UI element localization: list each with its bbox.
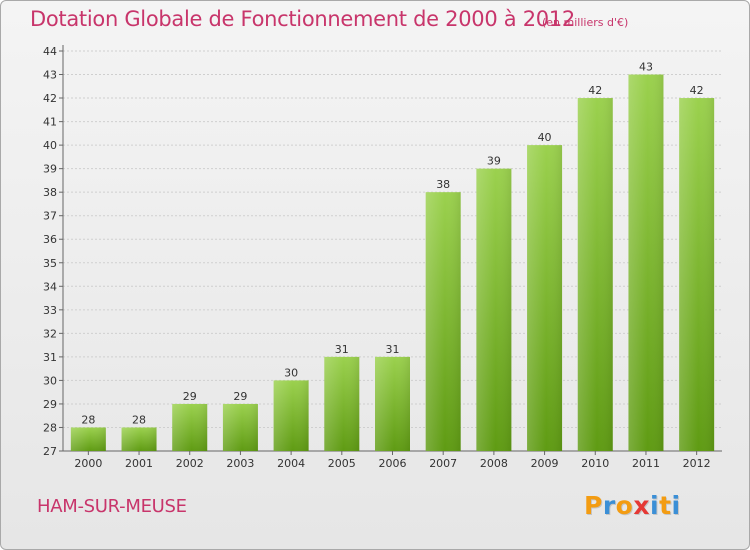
logo-letter: i: [650, 491, 660, 520]
ytick-label: 27: [43, 445, 57, 458]
ytick-label: 37: [43, 210, 57, 223]
data-label-2007: 38: [436, 178, 450, 191]
logo-letter: t: [659, 491, 672, 520]
bar-shine-2007: [425, 192, 461, 452]
data-label-2002: 29: [183, 390, 197, 403]
xtick-label-2007: 2007: [429, 457, 457, 470]
bar-shine-2000: [70, 427, 106, 451]
data-label-2001: 28: [132, 413, 146, 426]
ytick-label: 29: [43, 398, 57, 411]
ytick-label: 43: [43, 69, 57, 82]
commune-name: HAM-SUR-MEUSE: [37, 496, 187, 517]
ytick-label: 31: [43, 351, 57, 364]
proxiti-logo[interactable]: Proxiti: [584, 491, 681, 520]
bar-layer: [70, 74, 715, 452]
ytick-label: 30: [43, 374, 57, 387]
xtick-label-2000: 2000: [74, 457, 102, 470]
logo-letter: r: [602, 491, 616, 520]
xtick-label-2001: 2001: [125, 457, 153, 470]
bar-shine-2006: [375, 356, 410, 451]
chart-title: Dotation Globale de Fonctionnement de 20…: [30, 7, 575, 31]
bar-shine-2008: [476, 168, 512, 451]
bar-shine-2003: [222, 403, 258, 451]
data-label-2012: 42: [690, 84, 704, 97]
bar-shine-2012: [679, 98, 715, 451]
data-label-2000: 28: [81, 413, 95, 426]
data-label-2005: 31: [335, 343, 349, 356]
ytick-label: 32: [43, 327, 57, 340]
data-label-2004: 30: [284, 366, 298, 379]
ytick-label: 33: [43, 304, 57, 317]
logo-letter: P: [584, 491, 603, 520]
ytick-label: 39: [43, 163, 57, 176]
xtick-label-2010: 2010: [581, 457, 609, 470]
xtick-label-2012: 2012: [683, 457, 711, 470]
xtick-label-2002: 2002: [176, 457, 204, 470]
ytick-label: 38: [43, 186, 57, 199]
data-label-2011: 43: [639, 61, 653, 74]
data-label-2010: 42: [588, 84, 602, 97]
ytick-label: 44: [43, 45, 57, 58]
xtick-label-2005: 2005: [328, 457, 356, 470]
ytick-label: 41: [43, 116, 57, 129]
bar-shine-2004: [273, 380, 309, 451]
xtick-label-2008: 2008: [480, 457, 508, 470]
data-label-2008: 39: [487, 155, 501, 168]
bar-shine-2001: [121, 427, 157, 451]
ytick-label: 42: [43, 92, 57, 105]
xtick-label-2011: 2011: [632, 457, 660, 470]
ytick-label: 28: [43, 421, 57, 434]
ytick-label: 35: [43, 257, 57, 270]
xtick-label-2006: 2006: [379, 457, 407, 470]
bar-shine-2009: [527, 145, 563, 451]
ytick-label: 36: [43, 233, 57, 246]
ytick-label: 40: [43, 139, 57, 152]
xtick-label-2004: 2004: [277, 457, 305, 470]
bar-shine-2002: [172, 403, 208, 451]
logo-letter: x: [633, 491, 650, 520]
xtick-label-2003: 2003: [226, 457, 254, 470]
label-layer: 28 28 29 29 30 31 31 38 39 40 42 43 42: [81, 61, 703, 427]
bar-shine-2010: [577, 98, 613, 451]
chart-subtitle: (en milliers d'€): [542, 16, 629, 29]
logo-letter: o: [615, 491, 634, 520]
data-label-2003: 29: [233, 390, 247, 403]
bar-shine-2005: [324, 356, 360, 451]
ytick-label: 34: [43, 280, 57, 293]
data-label-2006: 31: [386, 343, 400, 356]
bar-shine-2011: [628, 74, 664, 451]
data-label-2009: 40: [538, 131, 552, 144]
logo-letter: i: [671, 491, 681, 520]
xtick-label-2009: 2009: [531, 457, 559, 470]
